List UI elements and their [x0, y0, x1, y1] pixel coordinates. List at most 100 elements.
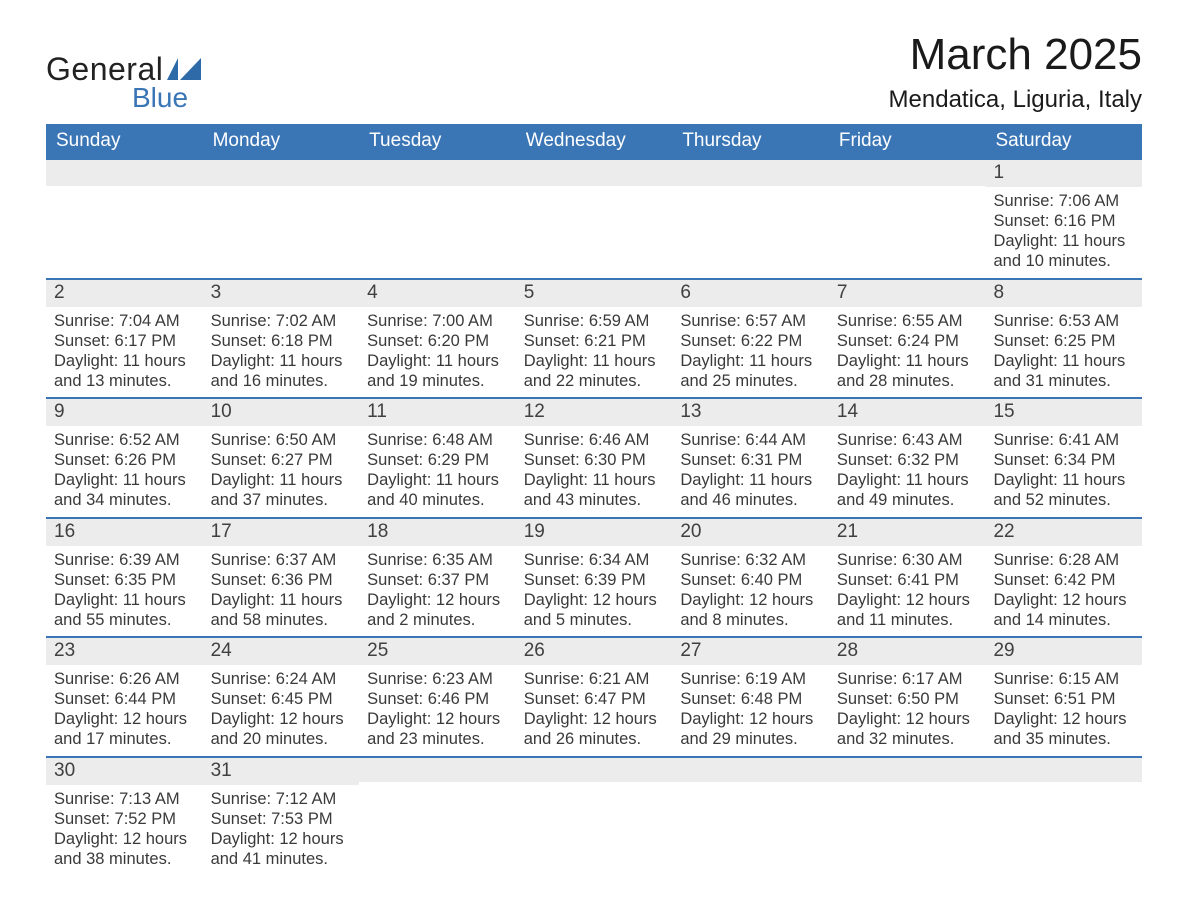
daylight-text: Daylight: 12 hours: [524, 590, 665, 610]
calendar-cell: 12Sunrise: 6:46 AMSunset: 6:30 PMDayligh…: [516, 397, 673, 517]
day-header: Friday: [829, 124, 986, 160]
sunset-text: Sunset: 6:22 PM: [680, 331, 821, 351]
calendar-cell: 7Sunrise: 6:55 AMSunset: 6:24 PMDaylight…: [829, 278, 986, 398]
header: General Blue March 2025 Mendatica, Ligur…: [46, 30, 1142, 114]
day-number: 15: [985, 397, 1142, 426]
sunset-text: Sunset: 6:51 PM: [993, 689, 1134, 709]
day-number: [516, 160, 673, 186]
day-number: 1: [985, 160, 1142, 187]
calendar-cell: 15Sunrise: 6:41 AMSunset: 6:34 PMDayligh…: [985, 397, 1142, 517]
daylight-text: and 31 minutes.: [993, 371, 1134, 391]
sunset-text: Sunset: 6:34 PM: [993, 450, 1134, 470]
day-number: [672, 160, 829, 186]
day-details: Sunrise: 7:00 AMSunset: 6:20 PMDaylight:…: [359, 307, 516, 398]
sunrise-text: Sunrise: 6:50 AM: [211, 430, 352, 450]
daylight-text: and 46 minutes.: [680, 490, 821, 510]
day-details: Sunrise: 6:50 AMSunset: 6:27 PMDaylight:…: [203, 426, 360, 517]
daylight-text: Daylight: 11 hours: [367, 470, 508, 490]
day-details: Sunrise: 6:34 AMSunset: 6:39 PMDaylight:…: [516, 546, 673, 637]
day-details: Sunrise: 6:30 AMSunset: 6:41 PMDaylight:…: [829, 546, 986, 637]
day-number: [516, 756, 673, 782]
day-details: Sunrise: 6:41 AMSunset: 6:34 PMDaylight:…: [985, 426, 1142, 517]
calendar-body: 1Sunrise: 7:06 AMSunset: 6:16 PMDaylight…: [46, 160, 1142, 875]
sunset-text: Sunset: 6:27 PM: [211, 450, 352, 470]
day-number: 24: [203, 636, 360, 665]
daylight-text: and 22 minutes.: [524, 371, 665, 391]
day-number: 2: [46, 278, 203, 307]
sunset-text: Sunset: 6:16 PM: [993, 211, 1134, 231]
day-number: [985, 756, 1142, 782]
day-details: [829, 186, 986, 264]
sunset-text: Sunset: 6:50 PM: [837, 689, 978, 709]
sunset-text: Sunset: 6:44 PM: [54, 689, 195, 709]
daylight-text: Daylight: 11 hours: [54, 470, 195, 490]
day-number: [203, 160, 360, 186]
daylight-text: Daylight: 12 hours: [993, 709, 1134, 729]
day-number: 22: [985, 517, 1142, 546]
daylight-text: Daylight: 11 hours: [993, 231, 1134, 251]
sunset-text: Sunset: 6:17 PM: [54, 331, 195, 351]
sunrise-text: Sunrise: 6:48 AM: [367, 430, 508, 450]
day-number: 26: [516, 636, 673, 665]
day-header: Monday: [203, 124, 360, 160]
day-number: [46, 160, 203, 186]
day-details: Sunrise: 6:19 AMSunset: 6:48 PMDaylight:…: [672, 665, 829, 756]
daylight-text: and 37 minutes.: [211, 490, 352, 510]
calendar-cell: 20Sunrise: 6:32 AMSunset: 6:40 PMDayligh…: [672, 517, 829, 637]
day-details: [672, 782, 829, 860]
calendar-cell: 8Sunrise: 6:53 AMSunset: 6:25 PMDaylight…: [985, 278, 1142, 398]
sunset-text: Sunset: 6:37 PM: [367, 570, 508, 590]
sunrise-text: Sunrise: 7:06 AM: [993, 191, 1134, 211]
day-details: [672, 186, 829, 264]
calendar-cell: 4Sunrise: 7:00 AMSunset: 6:20 PMDaylight…: [359, 278, 516, 398]
calendar-row: 2Sunrise: 7:04 AMSunset: 6:17 PMDaylight…: [46, 278, 1142, 398]
day-header: Sunday: [46, 124, 203, 160]
daylight-text: Daylight: 12 hours: [211, 709, 352, 729]
calendar: Sunday Monday Tuesday Wednesday Thursday…: [46, 124, 1142, 875]
calendar-cell: [516, 160, 673, 278]
sunset-text: Sunset: 6:35 PM: [54, 570, 195, 590]
calendar-cell: 9Sunrise: 6:52 AMSunset: 6:26 PMDaylight…: [46, 397, 203, 517]
sunset-text: Sunset: 6:48 PM: [680, 689, 821, 709]
calendar-cell: [203, 160, 360, 278]
daylight-text: and 40 minutes.: [367, 490, 508, 510]
day-details: Sunrise: 6:55 AMSunset: 6:24 PMDaylight:…: [829, 307, 986, 398]
sunset-text: Sunset: 6:47 PM: [524, 689, 665, 709]
daylight-text: and 11 minutes.: [837, 610, 978, 630]
sunset-text: Sunset: 6:36 PM: [211, 570, 352, 590]
day-details: [46, 186, 203, 264]
calendar-cell: 22Sunrise: 6:28 AMSunset: 6:42 PMDayligh…: [985, 517, 1142, 637]
daylight-text: and 14 minutes.: [993, 610, 1134, 630]
daylight-text: Daylight: 11 hours: [211, 590, 352, 610]
daylight-text: and 20 minutes.: [211, 729, 352, 749]
day-details: [829, 782, 986, 860]
day-header: Saturday: [985, 124, 1142, 160]
calendar-row: 9Sunrise: 6:52 AMSunset: 6:26 PMDaylight…: [46, 397, 1142, 517]
day-details: [516, 186, 673, 264]
sunrise-text: Sunrise: 6:52 AM: [54, 430, 195, 450]
sunrise-text: Sunrise: 6:41 AM: [993, 430, 1134, 450]
day-details: [359, 782, 516, 860]
day-details: Sunrise: 6:37 AMSunset: 6:36 PMDaylight:…: [203, 546, 360, 637]
sunrise-text: Sunrise: 6:37 AM: [211, 550, 352, 570]
daylight-text: and 38 minutes.: [54, 849, 195, 869]
calendar-cell: 28Sunrise: 6:17 AMSunset: 6:50 PMDayligh…: [829, 636, 986, 756]
day-details: Sunrise: 6:44 AMSunset: 6:31 PMDaylight:…: [672, 426, 829, 517]
sunset-text: Sunset: 6:25 PM: [993, 331, 1134, 351]
day-number: 29: [985, 636, 1142, 665]
daylight-text: and 17 minutes.: [54, 729, 195, 749]
daylight-text: and 52 minutes.: [993, 490, 1134, 510]
daylight-text: and 58 minutes.: [211, 610, 352, 630]
calendar-cell: 18Sunrise: 6:35 AMSunset: 6:37 PMDayligh…: [359, 517, 516, 637]
day-details: Sunrise: 7:12 AMSunset: 7:53 PMDaylight:…: [203, 785, 360, 876]
daylight-text: and 25 minutes.: [680, 371, 821, 391]
sunrise-text: Sunrise: 7:02 AM: [211, 311, 352, 331]
daylight-text: Daylight: 11 hours: [54, 590, 195, 610]
day-number: [672, 756, 829, 782]
day-details: Sunrise: 6:46 AMSunset: 6:30 PMDaylight:…: [516, 426, 673, 517]
calendar-header-row: Sunday Monday Tuesday Wednesday Thursday…: [46, 124, 1142, 160]
page-subtitle: Mendatica, Liguria, Italy: [889, 86, 1142, 114]
day-details: Sunrise: 6:15 AMSunset: 6:51 PMDaylight:…: [985, 665, 1142, 756]
day-number: [359, 160, 516, 186]
day-details: Sunrise: 6:39 AMSunset: 6:35 PMDaylight:…: [46, 546, 203, 637]
